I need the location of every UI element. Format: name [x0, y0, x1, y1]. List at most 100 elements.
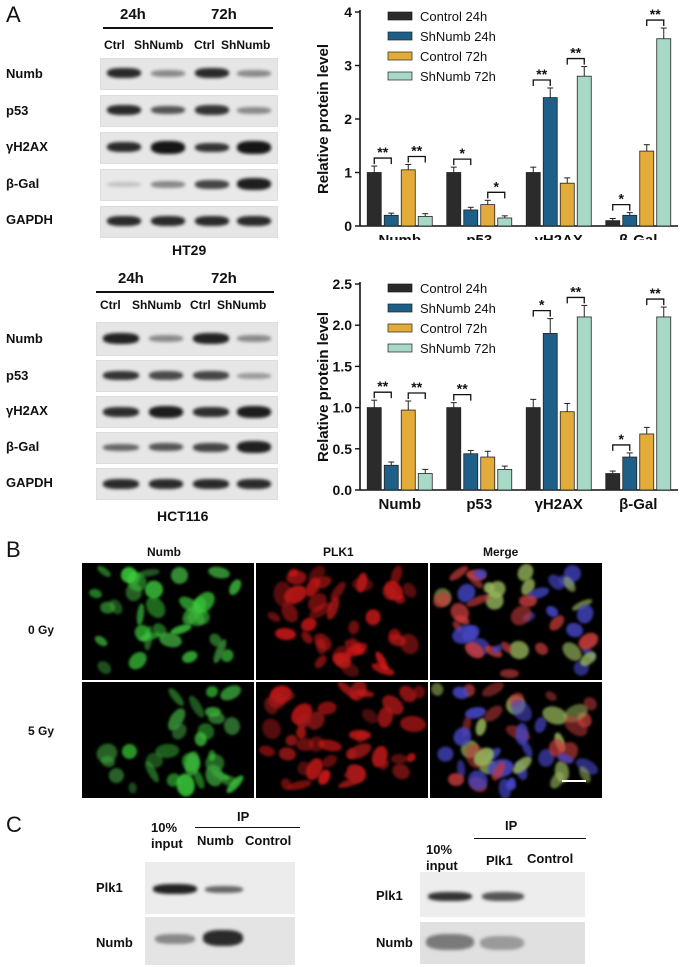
cell-blob	[165, 685, 187, 709]
input-label-line2: input	[426, 858, 458, 873]
cell-blob	[447, 772, 465, 788]
cell-blob	[218, 682, 244, 704]
significance-label: **	[377, 144, 388, 160]
legend-label: ShNumb 24h	[420, 301, 496, 316]
blot-strip-p53	[96, 360, 278, 392]
y-tick-label: 4	[344, 4, 352, 20]
cell-blob	[405, 751, 418, 764]
cell-blob	[317, 737, 343, 753]
cell-blob	[311, 630, 336, 654]
ip-label: IP	[505, 818, 518, 833]
significance-label: **	[536, 66, 547, 82]
significance-bracket	[487, 191, 506, 199]
significance-bracket	[566, 57, 585, 65]
bar	[497, 217, 513, 227]
significance-bracket	[566, 296, 585, 304]
cell-line-hct116: HCT116	[157, 508, 209, 524]
bar	[417, 215, 433, 227]
row-label-numb: Numb	[96, 935, 133, 950]
lane-shnumb-24h: ShNumb	[132, 298, 182, 312]
cell-blob	[365, 609, 382, 627]
ip-underline	[195, 827, 300, 828]
row-label-5gy: 5 Gy	[28, 724, 55, 738]
cell-blob	[206, 565, 231, 581]
lane-shnumb-72h: ShNumb	[217, 298, 267, 312]
significance-bracket	[612, 444, 631, 451]
cell-blob	[207, 749, 216, 761]
significance-bracket	[373, 157, 392, 165]
bar	[622, 456, 638, 491]
row-label-0gy: 0 Gy	[28, 623, 55, 637]
significance-label: **	[570, 283, 581, 299]
cell-blob	[107, 597, 125, 617]
cell-blob	[95, 563, 113, 579]
significance-bracket	[532, 309, 551, 317]
significance-bracket	[373, 391, 392, 399]
lane-numb: Numb	[197, 833, 234, 848]
lane-control: Control	[527, 851, 574, 866]
legend-label: Control 24h	[420, 9, 487, 24]
lane-ctrl-24h: Ctrl	[100, 298, 121, 312]
bar	[480, 456, 496, 491]
bar	[366, 172, 382, 227]
row-label-numb: Numb	[6, 66, 43, 81]
significance-label: **	[650, 6, 661, 22]
cell-blob	[543, 689, 559, 704]
panel-a-letter: A	[6, 2, 21, 27]
y-tick-label: 0.0	[333, 482, 353, 498]
bar	[605, 220, 621, 227]
cell-blob	[345, 740, 375, 763]
cell-blob	[258, 715, 285, 743]
lane-ctrl-72h: Ctrl	[194, 38, 215, 52]
bar	[480, 204, 496, 227]
y-axis-label: Relative protein level	[315, 44, 332, 194]
bar	[366, 407, 382, 491]
significance-bracket	[407, 155, 426, 163]
cell-blob	[285, 570, 307, 586]
bar	[400, 169, 416, 227]
bar	[525, 172, 541, 227]
significance-bracket	[532, 79, 551, 86]
ip-label: IP	[237, 809, 250, 824]
bar-chart-hct116: 0.0 0.5 1.0 1.5 2.0 2.5 Relative protein level…	[315, 276, 678, 513]
cell-blob	[105, 764, 127, 786]
micrograph-plk1-0gy	[256, 563, 428, 680]
bar	[446, 407, 462, 491]
x-tick-label: Numb	[379, 496, 422, 513]
y-tick-label: 2.0	[333, 317, 353, 333]
x-tick-label: Numb	[379, 232, 422, 240]
significance-bracket	[646, 19, 665, 27]
lane-plk1: Plk1	[486, 853, 513, 868]
lane-shnumb-24h: ShNumb	[134, 38, 184, 52]
legend-swatch	[387, 71, 413, 81]
significance-label: *	[619, 191, 625, 207]
y-tick-label: 0.5	[333, 441, 353, 457]
panel-c-letter: C	[6, 812, 22, 837]
significance-label: **	[570, 45, 581, 61]
row-label-p53: p53	[6, 103, 29, 118]
time-label-24h: 24h	[118, 270, 144, 287]
row-label-p53: p53	[6, 368, 29, 383]
column-label-merge: Merge	[483, 545, 519, 559]
legend-label: Control 24h	[420, 281, 487, 296]
cell-blob	[274, 627, 296, 642]
blot-strip-p53	[100, 95, 278, 127]
bar	[497, 468, 513, 491]
cell-blob	[338, 658, 363, 680]
row-label-plk1: Plk1	[96, 880, 123, 895]
y-tick-label: 2	[344, 111, 352, 127]
legend-swatch	[387, 303, 413, 313]
time-label-72h: 72h	[211, 270, 237, 287]
time-underline	[96, 291, 274, 293]
blot-strip-gh2ax	[96, 396, 278, 428]
bar	[400, 409, 416, 491]
micrograph-merge-5gy	[430, 682, 602, 798]
cell-blob	[222, 715, 242, 737]
cell-blob	[351, 577, 374, 592]
y-tick-label: 1	[344, 165, 352, 181]
bar	[639, 150, 655, 227]
bar	[446, 172, 462, 227]
significance-bracket	[407, 392, 426, 400]
x-tick-label: β-Gal	[619, 496, 657, 513]
x-tick-label: γH2AX	[535, 232, 583, 240]
